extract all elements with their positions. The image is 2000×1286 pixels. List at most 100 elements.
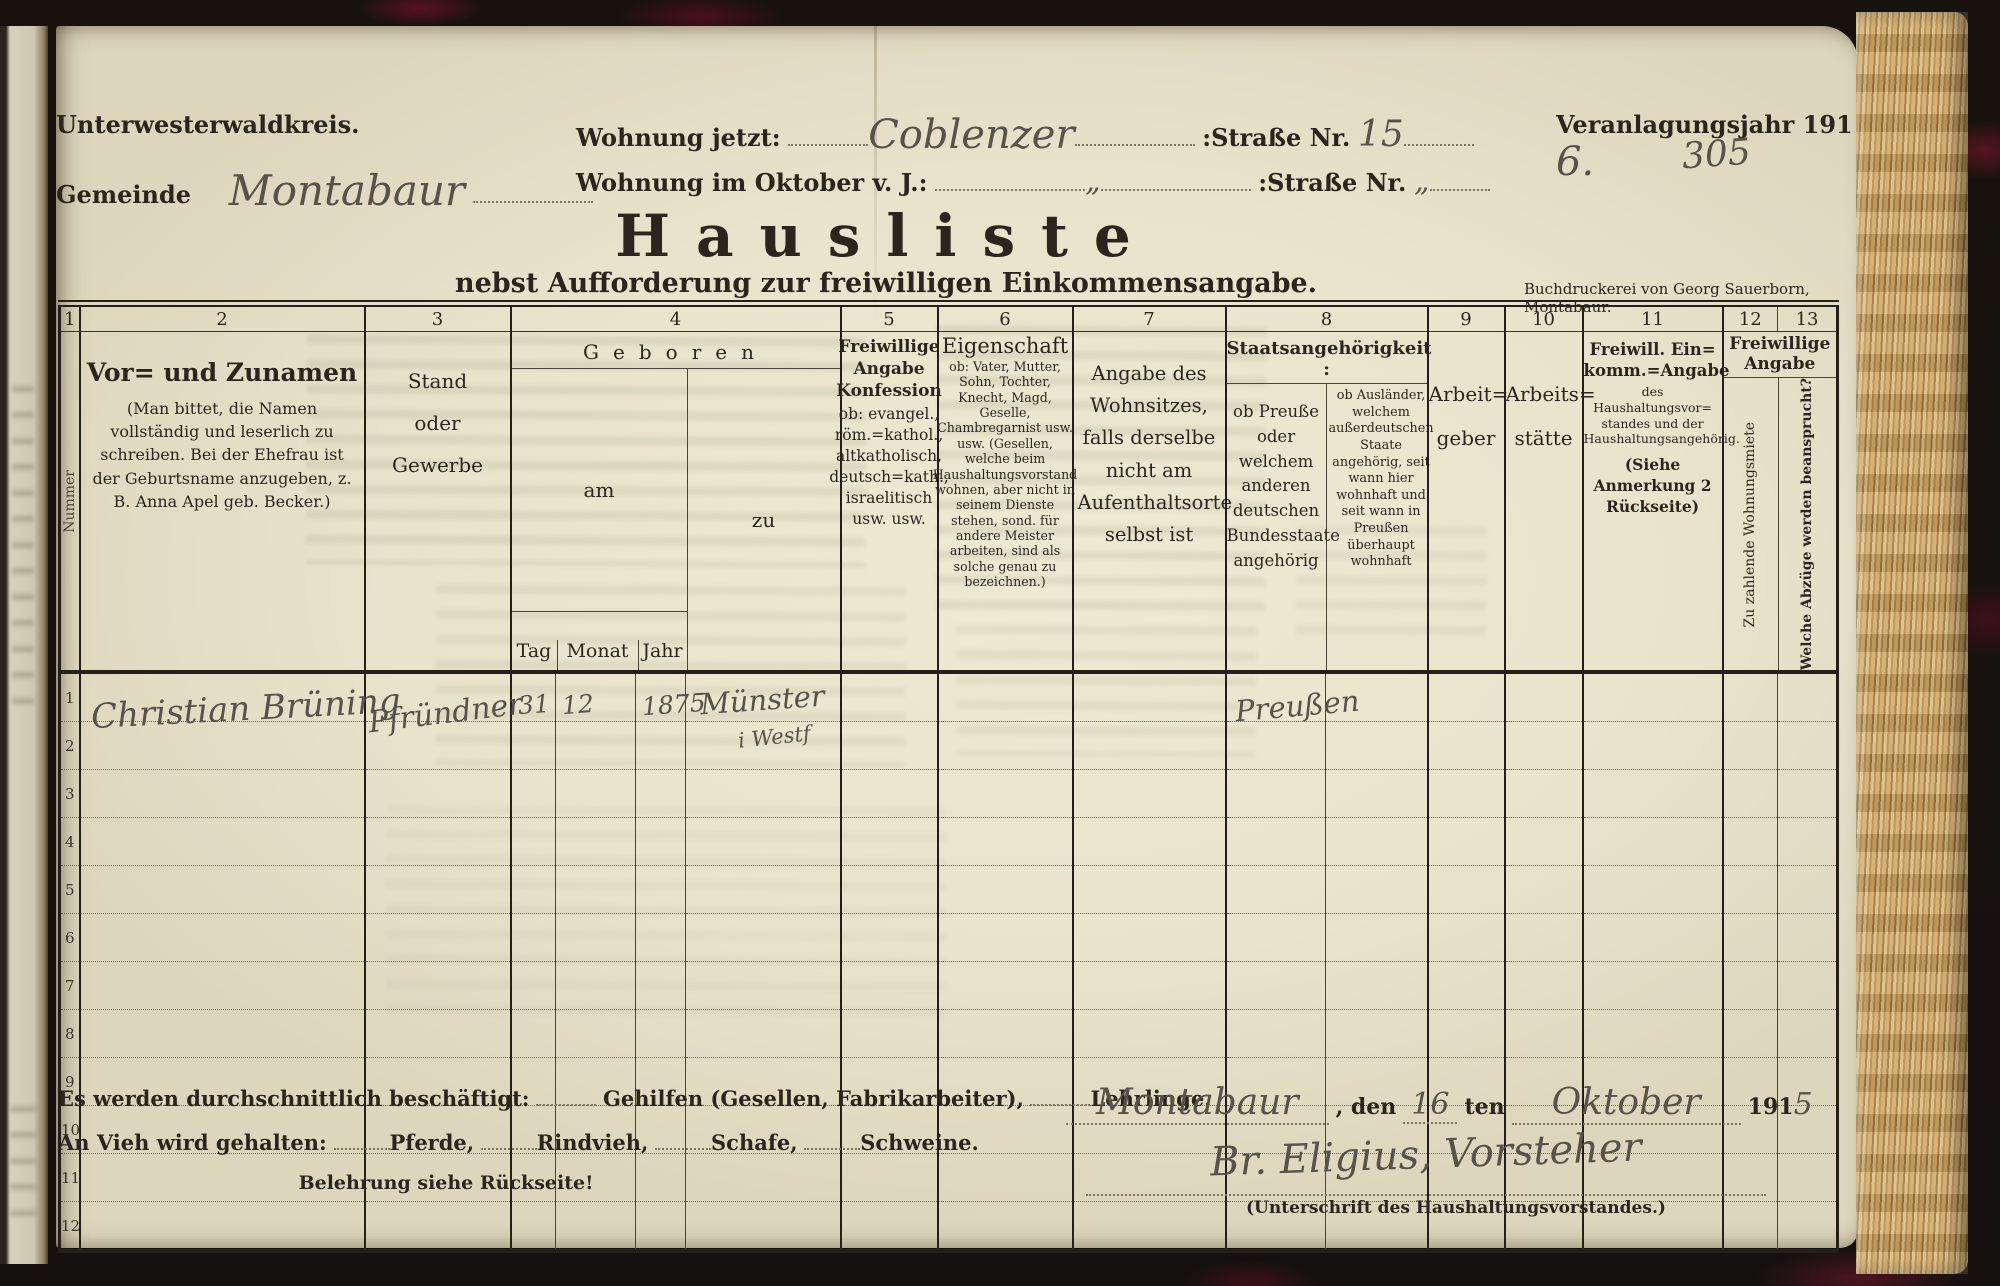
employees-line: Es werden durchschnittlich beschäftigt: … (58, 1082, 1212, 1111)
cell-einkommen (1581, 913, 1723, 963)
residence-now-line: Wohnung jetzt: Coblenzer :Straße Nr. 15 (576, 110, 1474, 158)
income-note: des Haushaltungsvor= standes und der Hau… (1583, 384, 1740, 447)
cell-arbeitsstaette (1503, 1201, 1583, 1252)
handwritten-monat: 12 (561, 689, 595, 721)
cell-einkommen (1581, 769, 1723, 819)
born-place-label: zu (751, 507, 776, 532)
cell-miete (1721, 1009, 1778, 1059)
cell-eigenschaft (936, 1153, 1073, 1203)
citizenship-german: ob Preuße oder welchem anderen deutschen… (1227, 384, 1340, 671)
cell-einkommen (1581, 817, 1723, 867)
cell-monat (555, 721, 636, 771)
pigs-label: Schweine. (860, 1130, 979, 1156)
col-number: 7 (1071, 303, 1226, 332)
cell-wohnsitz (1071, 961, 1226, 1011)
cell-wohnsitz (1071, 865, 1226, 915)
cell-arbeitsstaette (1503, 817, 1583, 867)
table-row: 5 (59, 865, 1838, 915)
rent-header: Zu zahlende Wohnungsmiete (1741, 421, 1758, 627)
cell-abzuege (1777, 672, 1838, 723)
born-month-label: Monat (556, 640, 638, 671)
col-number: 3 (363, 303, 511, 332)
born-day-label: Tag (516, 640, 552, 663)
cell-jahr (635, 1153, 686, 1203)
table-row: 3 (59, 769, 1838, 819)
cell-staat_de (1224, 1057, 1326, 1107)
facing-page-ghost-writing (10, 1106, 36, 1226)
cell-zu (684, 865, 841, 915)
cell-konfession (839, 672, 938, 723)
street-no-value: 15 (1357, 114, 1404, 155)
cell-monat (555, 1009, 636, 1059)
col-number: 2 (78, 303, 365, 332)
cell-staat_ausl (1325, 865, 1428, 915)
cell-nr: 12 (59, 1201, 80, 1252)
citizenship-title: Staatsangehörigkeit : (1226, 332, 1431, 384)
cell-stand (363, 1201, 511, 1252)
table-row: 12 (59, 1201, 1838, 1252)
cell-stand: Pfründner (363, 672, 524, 741)
cell-nr: 9 (59, 1057, 80, 1107)
cell-zu (684, 1105, 841, 1155)
cell-zu (684, 961, 841, 1011)
cell-einkommen (1581, 961, 1723, 1011)
table-row: 9 (59, 1057, 1838, 1107)
cell-konfession (839, 817, 938, 867)
occupation-line: Gewerbe (392, 453, 483, 477)
names-note: (Man bittet, die Namen vollständig und l… (92, 399, 352, 511)
cell-wohnsitz (1071, 817, 1226, 867)
confession-note: ob: evangel., röm.=kathol., altkatholisc… (829, 405, 949, 528)
signature-caption: (Unterschrift des Haushaltungsvorstandes… (1246, 1198, 1666, 1218)
cell-miete (1721, 769, 1778, 819)
cell-tag (509, 817, 556, 867)
header-workplace: Arbeits= stätte (1503, 331, 1596, 675)
signature-line (1086, 1194, 1766, 1196)
signature: Br. Eligius, Vorsteher (1209, 1124, 1643, 1186)
cell-arbeitsstaette (1503, 769, 1583, 819)
cell-tag (509, 913, 556, 963)
document-page: Unterwesterwaldkreis. Wohnung jetzt: Cob… (56, 26, 1858, 1254)
cell-name (78, 1153, 365, 1203)
cell-monat (555, 817, 636, 867)
cell-zu (684, 1201, 841, 1252)
cell-eigenschaft (936, 672, 1073, 723)
cell-staat_ausl (1325, 913, 1428, 963)
header-names: Vor= und Zunamen (Man bittet, die Namen … (78, 331, 365, 675)
cell-tag (509, 1009, 556, 1059)
cell-wohnsitz (1071, 1105, 1226, 1155)
col-number: 11 (1581, 303, 1723, 332)
employer-line: geber (1436, 426, 1496, 450)
den-label: , den (1335, 1094, 1397, 1120)
cell-arbeitsstaette (1503, 1009, 1583, 1059)
cell-abzuege (1777, 769, 1838, 819)
residence-october-label: Wohnung im Oktober v. J.: (576, 168, 928, 198)
cell-eigenschaft (936, 817, 1073, 867)
cell-stand (363, 721, 511, 771)
livestock-label: An Vieh wird gehalten: (58, 1130, 327, 1156)
cell-nr: 11 (59, 1153, 80, 1203)
cell-staat_ausl (1325, 721, 1428, 771)
col-number: 10 (1503, 303, 1583, 332)
cell-arbeitsstaette (1503, 961, 1583, 1011)
cell-stand (363, 817, 511, 867)
cell-konfession (839, 1201, 938, 1252)
residence-october-line: Wohnung im Oktober v. J.: „ :Straße Nr. … (576, 164, 1490, 199)
table-row: 6 (59, 913, 1838, 963)
cell-name (78, 865, 365, 915)
cell-stand (363, 1153, 511, 1203)
cell-name (78, 769, 365, 819)
col-number: 6 (936, 303, 1073, 332)
voluntary-title: Freiwillige Angabe (1723, 332, 1837, 379)
cell-eigenschaft (936, 961, 1073, 1011)
cell-arbeitsstaette (1503, 721, 1583, 771)
cell-abzuege (1777, 1057, 1838, 1107)
domicile-text: Angabe des Wohnsitzes, falls derselbe ni… (1077, 362, 1233, 546)
col-number: 13 (1777, 303, 1838, 332)
cell-eigenschaft (936, 1105, 1073, 1155)
cell-monat (555, 1153, 636, 1203)
residence-october-value: „ (1085, 164, 1101, 200)
col-number: 4 (509, 303, 841, 332)
cell-arbeitgeber (1426, 1105, 1505, 1155)
cell-eigenschaft (936, 1057, 1073, 1107)
cell-zu (684, 769, 841, 819)
